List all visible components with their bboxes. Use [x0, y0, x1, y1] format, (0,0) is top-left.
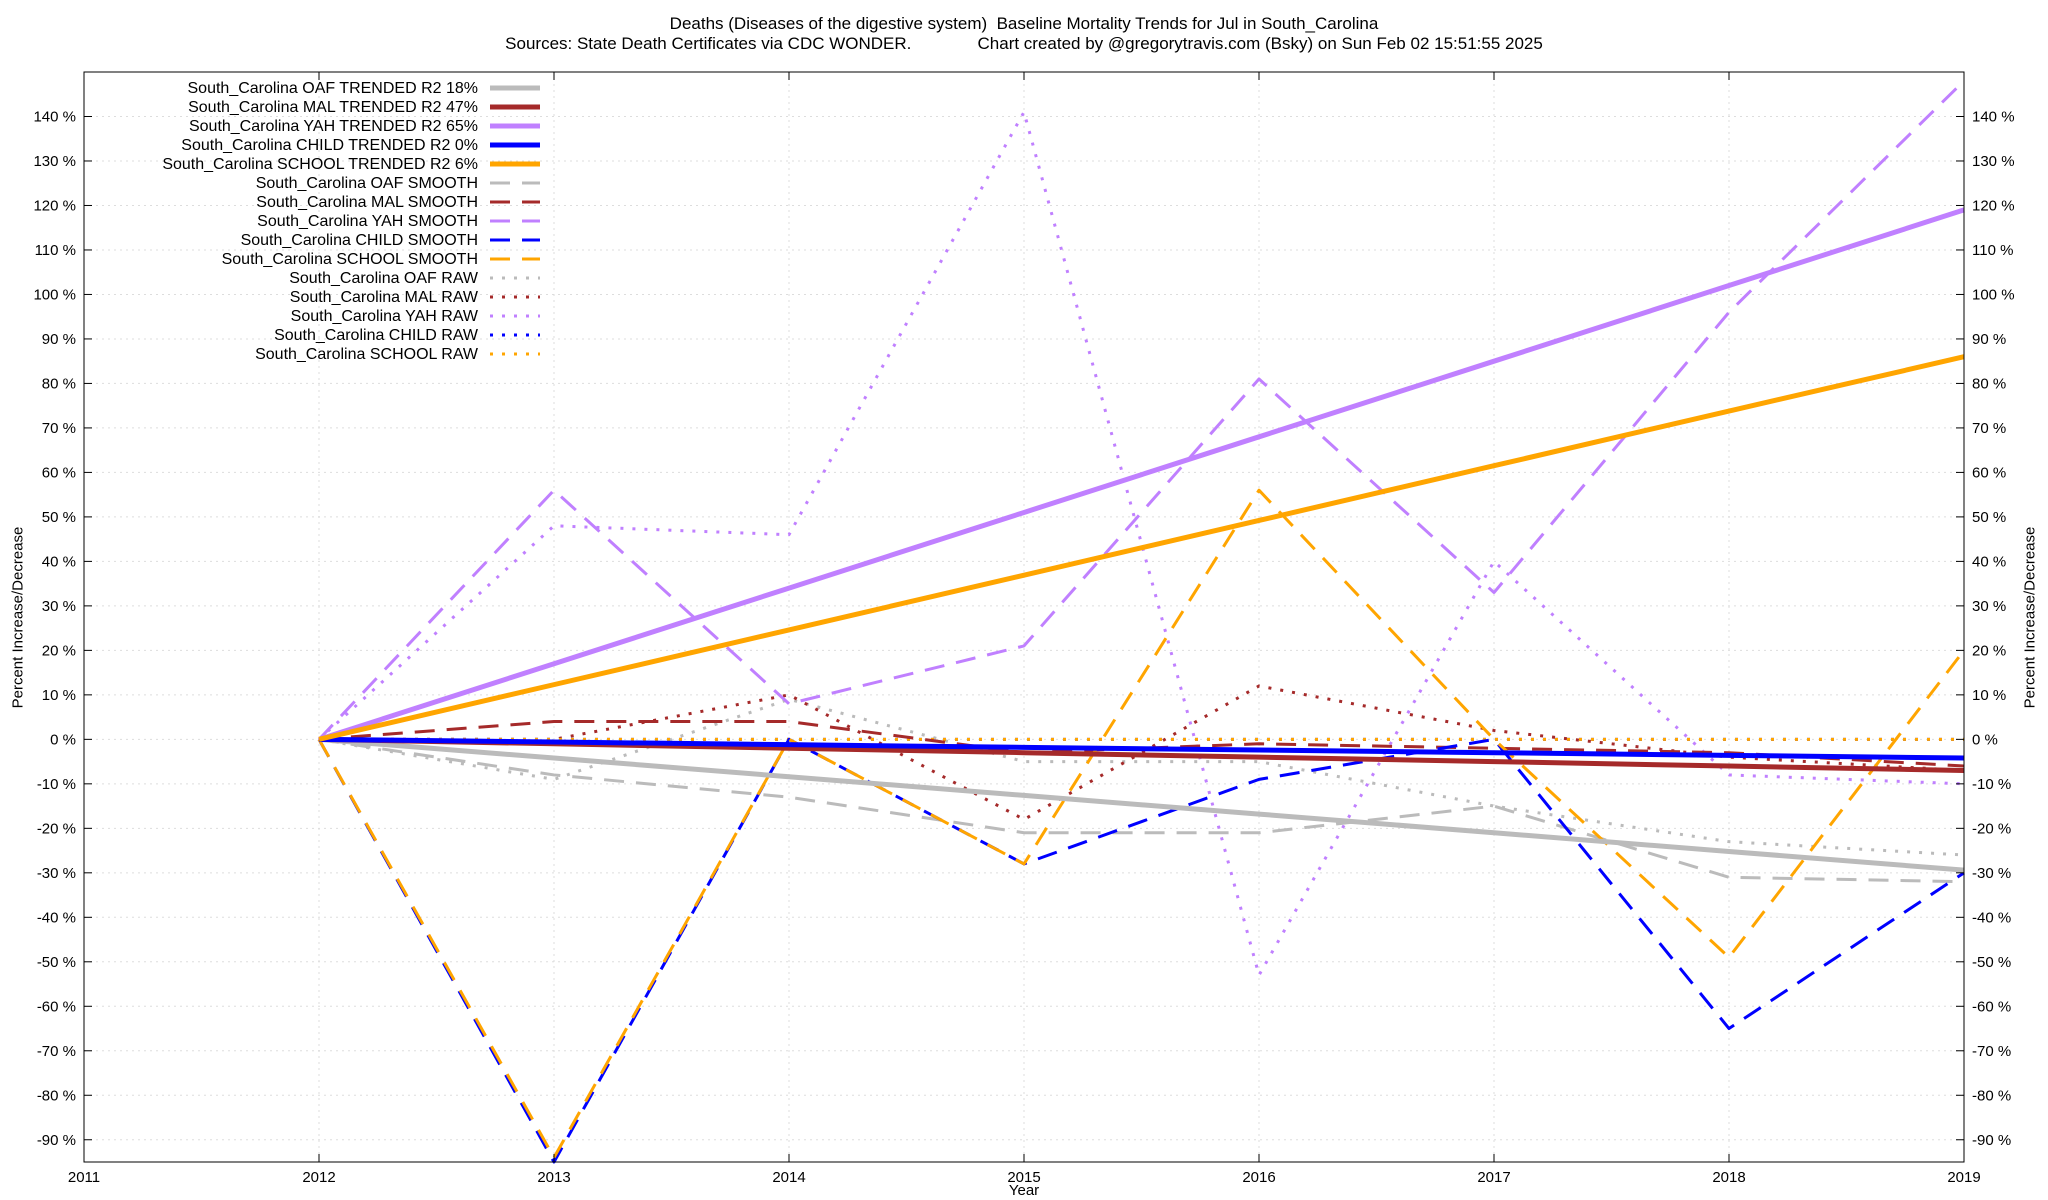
y-tick-label-right: 20 % — [1972, 642, 2006, 659]
x-tick-label: 2016 — [1242, 1169, 1275, 1186]
legend-label: South_Carolina SCHOOL SMOOTH — [222, 251, 478, 268]
x-tick-label: 2011 — [68, 1169, 100, 1186]
x-tick-label: 2017 — [1477, 1169, 1510, 1186]
y-tick-label-right: -60 % — [1972, 998, 2011, 1015]
x-axis-title: Year — [1008, 1182, 1040, 1199]
y-axis-title-right: Percent Increase/Decrease — [2021, 526, 2039, 708]
y-tick-label: 110 % — [35, 242, 76, 259]
y-tick-label-right: 100 % — [1972, 286, 2015, 303]
y-tick-label: -80 % — [37, 1087, 76, 1104]
y-tick-label: 30 % — [42, 598, 76, 615]
y-tick-label: 80 % — [42, 375, 76, 392]
y-tick-label-right: 10 % — [1972, 687, 2006, 704]
y-tick-label-right: 120 % — [1972, 197, 2015, 214]
y-tick-label-right: -40 % — [1972, 909, 2011, 926]
y-tick-label-right: -90 % — [1972, 1132, 2011, 1149]
series-line-smooth — [317, 488, 1966, 1160]
y-tick-label-right: -30 % — [1972, 865, 2011, 882]
y-tick-label-right: 70 % — [1972, 420, 2006, 437]
y-tick-label-right: 30 % — [1972, 598, 2006, 615]
legend-label: South_Carolina CHILD RAW — [274, 327, 479, 344]
legend-label: South_Carolina MAL RAW — [290, 289, 479, 306]
legend: South_Carolina OAF TRENDED R2 18% South_C… — [162, 80, 540, 363]
y-tick-label-right: 0 % — [1972, 731, 1998, 748]
y-tick-label: -20 % — [37, 820, 76, 837]
y-tick-label: 70 % — [42, 420, 76, 437]
x-tick-label: 2019 — [1947, 1169, 1980, 1186]
legend-label: South_Carolina MAL SMOOTH — [256, 194, 478, 211]
y-tick-label-right: 130 % — [1972, 153, 2015, 170]
y-tick-label: 40 % — [42, 553, 76, 570]
y-tick-label: -40 % — [37, 909, 76, 926]
tick-layer: 140 % 140 % 130 % 130 % 120 % 120 % 110 % 110 %… — [33, 72, 2015, 1186]
y-tick-label: -10 % — [37, 776, 76, 793]
y-tick-label: 0 % — [50, 731, 76, 748]
y-tick-label-right: 40 % — [1972, 553, 2006, 570]
series-line-trended — [318, 354, 1965, 742]
y-tick-label: 130 % — [33, 153, 76, 170]
y-tick-label: -50 % — [37, 954, 76, 971]
y-tick-label-right: -50 % — [1972, 954, 2011, 971]
y-tick-label: 60 % — [42, 464, 76, 481]
x-tick-label: 2012 — [302, 1169, 335, 1186]
x-tick-label: 2014 — [772, 1169, 805, 1186]
y-tick-label: 10 % — [42, 687, 76, 704]
y-tick-label: -90 % — [37, 1132, 76, 1149]
series-line-raw — [318, 697, 1965, 857]
chart-subtitle: Sources: State Death Certificates via CD… — [505, 34, 1543, 53]
y-tick-label: 50 % — [42, 509, 76, 526]
y-tick-label: 120 % — [33, 197, 76, 214]
x-tick-label: 2018 — [1712, 1169, 1745, 1186]
y-tick-label-right: 140 % — [1972, 108, 2015, 125]
y-tick-label: 140 % — [33, 108, 76, 125]
chart-title: Deaths (Diseases of the digestive system… — [669, 14, 1379, 33]
series-line-trended — [318, 736, 1965, 761]
legend-label: South_Carolina OAF TRENDED R2 18% — [188, 80, 479, 97]
legend-label: South_Carolina CHILD SMOOTH — [241, 232, 478, 249]
series-layer — [317, 79, 1966, 1164]
legend-label: South_Carolina MAL TRENDED R2 47% — [188, 99, 478, 116]
series-line-trended — [318, 207, 1965, 742]
y-tick-label: -70 % — [37, 1043, 76, 1060]
y-tick-label-right: -10 % — [1972, 776, 2011, 793]
y-tick-label: -30 % — [37, 865, 76, 882]
series-line-smooth — [317, 79, 1966, 741]
legend-label: South_Carolina YAH SMOOTH — [257, 213, 478, 230]
legend-label: South_Carolina YAH RAW — [291, 308, 479, 325]
y-tick-label-right: 60 % — [1972, 464, 2006, 481]
y-axis-title-left: Percent Increase/Decrease — [9, 526, 27, 708]
y-tick-label: -60 % — [37, 998, 76, 1015]
series-line-smooth — [318, 720, 1965, 768]
legend-label: South_Carolina YAH TRENDED R2 65% — [189, 118, 478, 135]
y-tick-label-right: 50 % — [1972, 509, 2006, 526]
legend-label: South_Carolina CHILD TRENDED R2 0% — [181, 137, 478, 154]
legend-label: South_Carolina SCHOOL TRENDED R2 6% — [162, 156, 478, 173]
x-tick-label: 2015 — [1007, 1169, 1040, 1186]
y-tick-label-right: -70 % — [1972, 1043, 2011, 1060]
y-tick-label: 20 % — [42, 642, 76, 659]
legend-label: South_Carolina SCHOOL RAW — [255, 346, 479, 363]
y-tick-label-right: -20 % — [1972, 820, 2011, 837]
y-tick-label: 90 % — [42, 331, 76, 348]
y-tick-label: 100 % — [33, 286, 76, 303]
series-line-raw — [317, 110, 1965, 977]
legend-label: South_Carolina OAF RAW — [289, 270, 479, 287]
y-tick-label-right: 80 % — [1972, 375, 2006, 392]
x-tick-label: 2013 — [537, 1169, 570, 1186]
series-line-smooth — [318, 737, 1965, 884]
y-tick-label-right: 110 % — [1972, 242, 2013, 259]
y-tick-label-right: 90 % — [1972, 331, 2006, 348]
series-line-smooth — [317, 737, 1965, 1164]
legend-label: South_Carolina OAF SMOOTH — [256, 175, 478, 192]
series-line-trended — [318, 736, 1965, 873]
y-tick-label-right: -80 % — [1972, 1087, 2011, 1104]
